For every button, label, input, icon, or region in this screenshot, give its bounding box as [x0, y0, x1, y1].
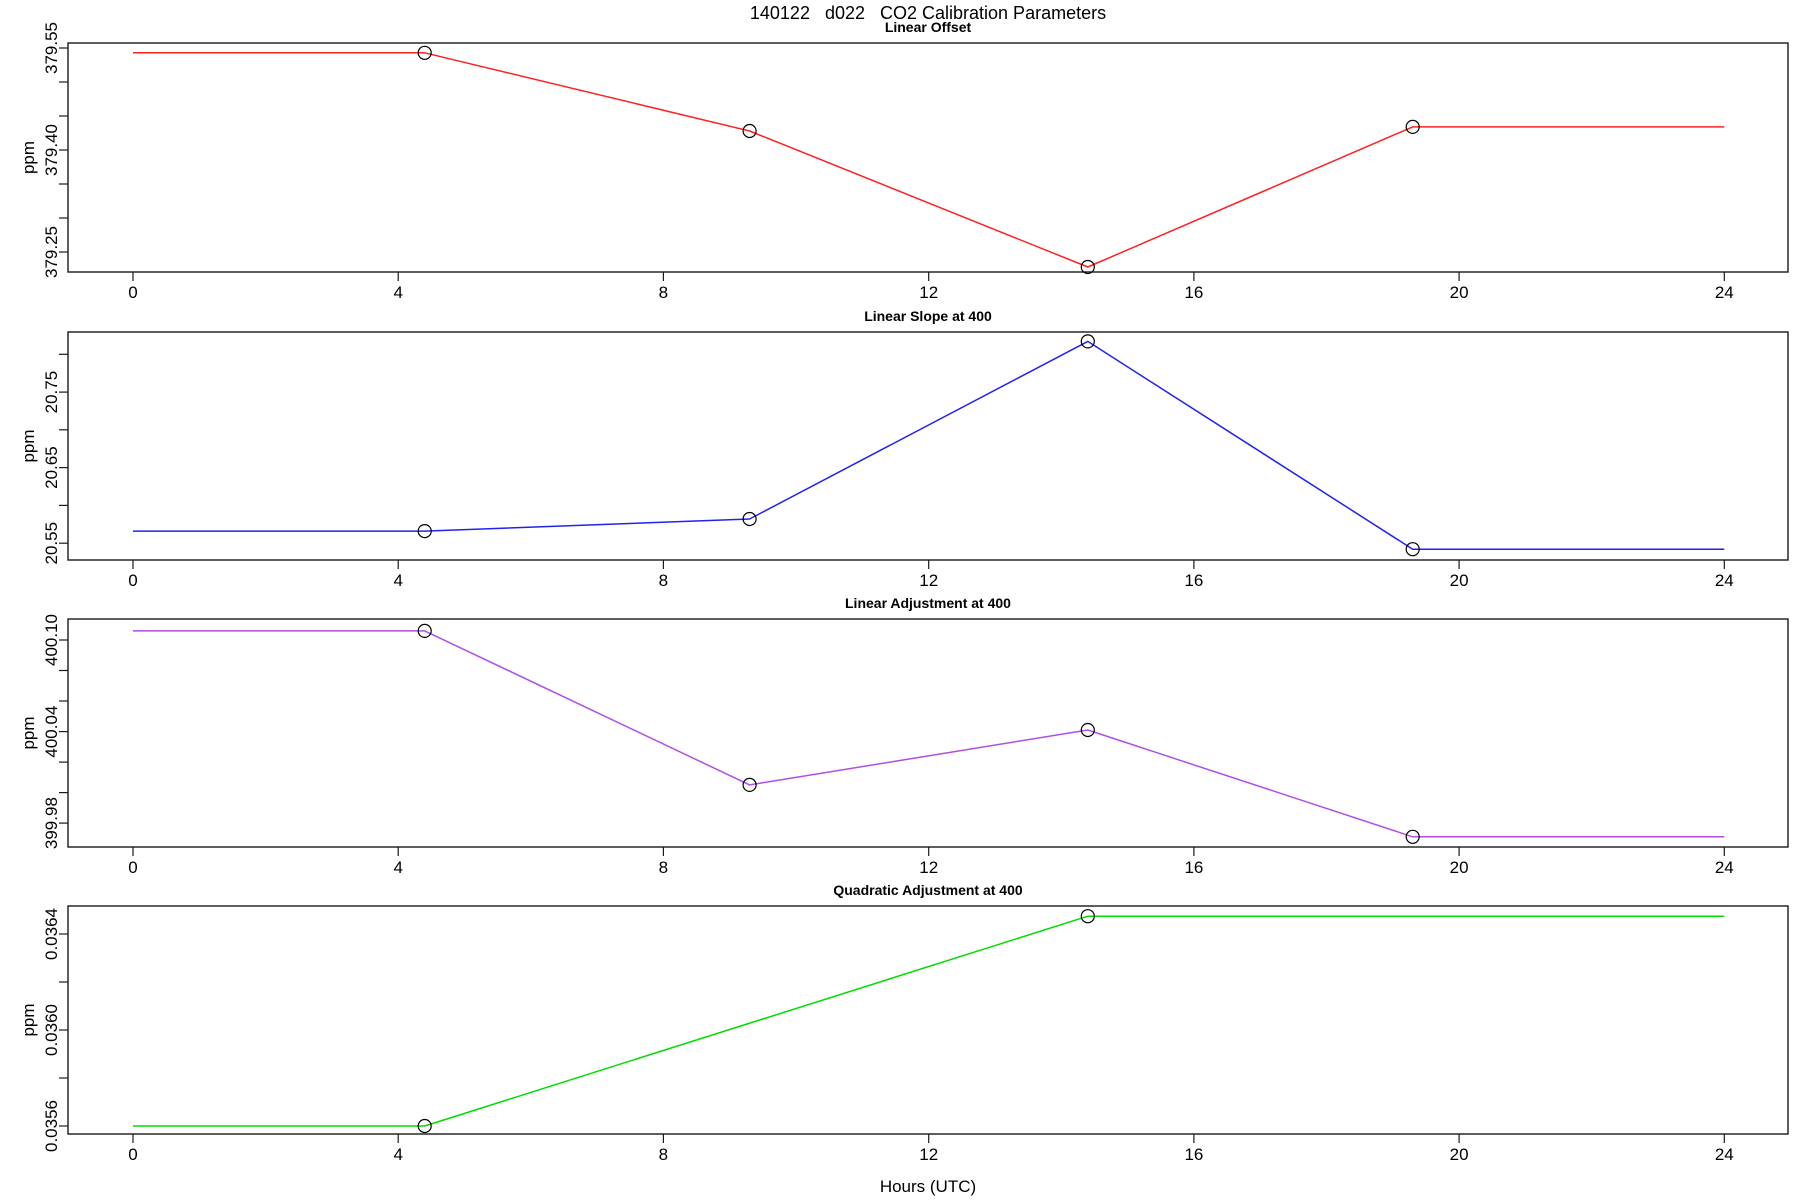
data-point-marker [417, 523, 432, 539]
y-tick-label: 400.04 [42, 706, 61, 758]
plot-box [67, 331, 1789, 561]
x-tick-label: 8 [659, 283, 668, 302]
y-tick-label: 20.75 [42, 371, 61, 414]
panel-title: Linear Slope at 400 [864, 308, 992, 324]
data-point-marker [742, 777, 757, 793]
panel-linear-offset: Linear Offset 0 4 8 12 16 20 24 379.25 379.40 379.… [19, 19, 1789, 302]
data-point-marker [417, 1118, 432, 1134]
x-tick-label: 0 [128, 858, 137, 877]
x-tick-label: 12 [919, 571, 938, 590]
data-point-marker [742, 123, 757, 139]
panel-linear-adjustment-at-400: Linear Adjustment at 400 0 4 8 12 16 20 24 399.9… [19, 595, 1789, 877]
x-tick-label: 16 [1184, 1145, 1203, 1164]
x-tick-label: 20 [1450, 571, 1469, 590]
data-point-marker [1405, 119, 1420, 135]
data-line [133, 52, 1725, 268]
x-tick-label: 8 [659, 858, 668, 877]
data-point-marker [1080, 334, 1095, 349]
data-point-marker [417, 623, 432, 639]
x-tick-label: 0 [128, 283, 137, 302]
y-tick-label: 379.40 [42, 124, 61, 176]
y-axis-label: ppm [19, 716, 38, 749]
panel-title: Quadratic Adjustment at 400 [833, 882, 1023, 898]
panel-quadratic-adjustment-at-400: Quadratic Adjustment at 400 0 4 8 12 16 20 24 0.… [19, 882, 1789, 1164]
x-tick-label: 24 [1715, 283, 1734, 302]
y-tick-label: 0.0364 [42, 908, 61, 960]
y-tick-label: 400.10 [42, 614, 61, 666]
y-tick-label: 379.55 [42, 22, 61, 74]
y-tick-label: 379.25 [42, 226, 61, 278]
y-tick-label: 399.98 [42, 797, 61, 849]
x-axis-label: Hours (UTC) [879, 1177, 977, 1196]
data-line [133, 340, 1725, 550]
x-tick-label: 16 [1184, 571, 1203, 590]
x-tick-label: 20 [1450, 858, 1469, 877]
x-tick-label: 12 [919, 858, 938, 877]
x-tick-label: 8 [659, 571, 668, 590]
y-tick-label: 0.0360 [42, 1004, 61, 1056]
x-tick-label: 20 [1450, 283, 1469, 302]
x-tick-label: 24 [1715, 858, 1734, 877]
panel-linear-slope-at-400: Linear Slope at 400 0 4 8 12 16 20 24 20.55 20.65… [19, 308, 1789, 590]
x-tick-label: 8 [659, 1145, 668, 1164]
data-point-marker [1405, 829, 1420, 844]
data-line [133, 915, 1725, 1127]
panel-title: Linear Adjustment at 400 [845, 595, 1011, 611]
y-tick-label: 0.0356 [42, 1100, 61, 1152]
x-tick-label: 24 [1715, 1145, 1734, 1164]
x-tick-label: 16 [1184, 283, 1203, 302]
plot-box [67, 42, 1789, 273]
data-point-marker [1080, 722, 1095, 738]
y-tick-label: 20.65 [42, 446, 61, 489]
plot-box [67, 905, 1789, 1135]
x-tick-label: 0 [128, 571, 137, 590]
x-tick-label: 4 [393, 1145, 402, 1164]
x-tick-label: 4 [393, 571, 402, 590]
data-point-marker [1405, 542, 1420, 557]
x-tick-label: 24 [1715, 571, 1734, 590]
x-tick-label: 16 [1184, 858, 1203, 877]
data-point-marker [742, 511, 757, 527]
data-point-marker [1080, 259, 1095, 275]
data-line [133, 630, 1725, 838]
x-tick-label: 4 [393, 283, 402, 302]
y-axis-label: ppm [19, 141, 38, 174]
x-tick-label: 20 [1450, 1145, 1469, 1164]
x-tick-label: 12 [919, 1145, 938, 1164]
x-tick-label: 4 [393, 858, 402, 877]
x-tick-label: 0 [128, 1145, 137, 1164]
y-axis-label: ppm [19, 429, 38, 462]
figure-title: 140122 d022 CO2 Calibration Parameters [749, 3, 1107, 23]
panel-title: Linear Offset [885, 19, 972, 35]
plot-box [67, 618, 1789, 848]
data-point-marker [1080, 909, 1095, 924]
x-tick-label: 12 [919, 283, 938, 302]
y-tick-label: 20.55 [42, 522, 61, 565]
data-point-marker [417, 45, 432, 60]
y-axis-label: ppm [19, 1003, 38, 1036]
